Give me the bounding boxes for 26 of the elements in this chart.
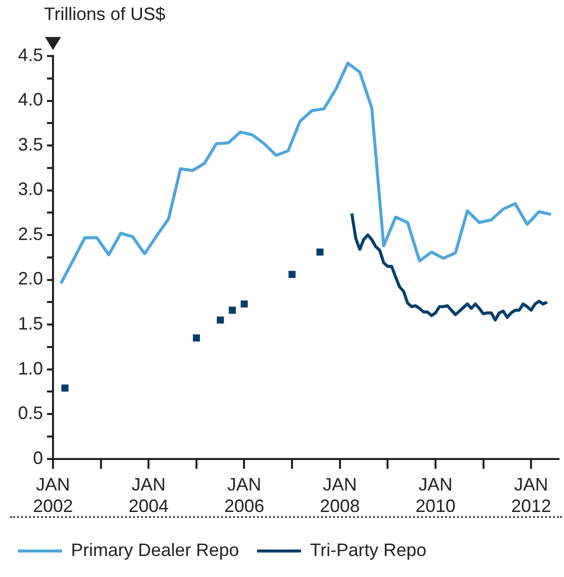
point: [192, 334, 200, 342]
x-tick-label: JAN 2008: [320, 474, 360, 516]
point: [288, 270, 296, 278]
point: [216, 316, 224, 324]
y-tick-label: 4.5: [18, 44, 43, 65]
x-tick-label: JAN 2006: [224, 474, 264, 516]
x-tick-label: JAN 2010: [415, 474, 456, 516]
y-tick-label: 1.5: [18, 314, 43, 334]
x-tick-label: JAN 2004: [128, 474, 169, 516]
legend-label: Primary Dealer Repo: [71, 540, 240, 560]
point: [228, 306, 236, 314]
y-tick-label: 3.5: [18, 134, 43, 154]
x-tick-label: JAN 2012: [511, 474, 552, 516]
y-tick-label: 4.0: [18, 90, 43, 110]
y-axis-title: Trillions of US$: [44, 4, 166, 24]
y-tick-label: 0: [32, 448, 43, 468]
x-tick-label: JAN 2002: [32, 474, 74, 516]
y-tick-label: 3.0: [18, 179, 43, 200]
point: [61, 384, 68, 392]
y-tick-label: 2.0: [18, 268, 43, 289]
point: [240, 300, 248, 308]
y-tick-label: 0.5: [18, 403, 43, 424]
point: [316, 248, 324, 256]
y-tick-label: 2.5: [18, 224, 43, 244]
legend-label: Tri-Party Repo: [310, 540, 426, 560]
y-tick-label: 1.0: [18, 358, 43, 378]
